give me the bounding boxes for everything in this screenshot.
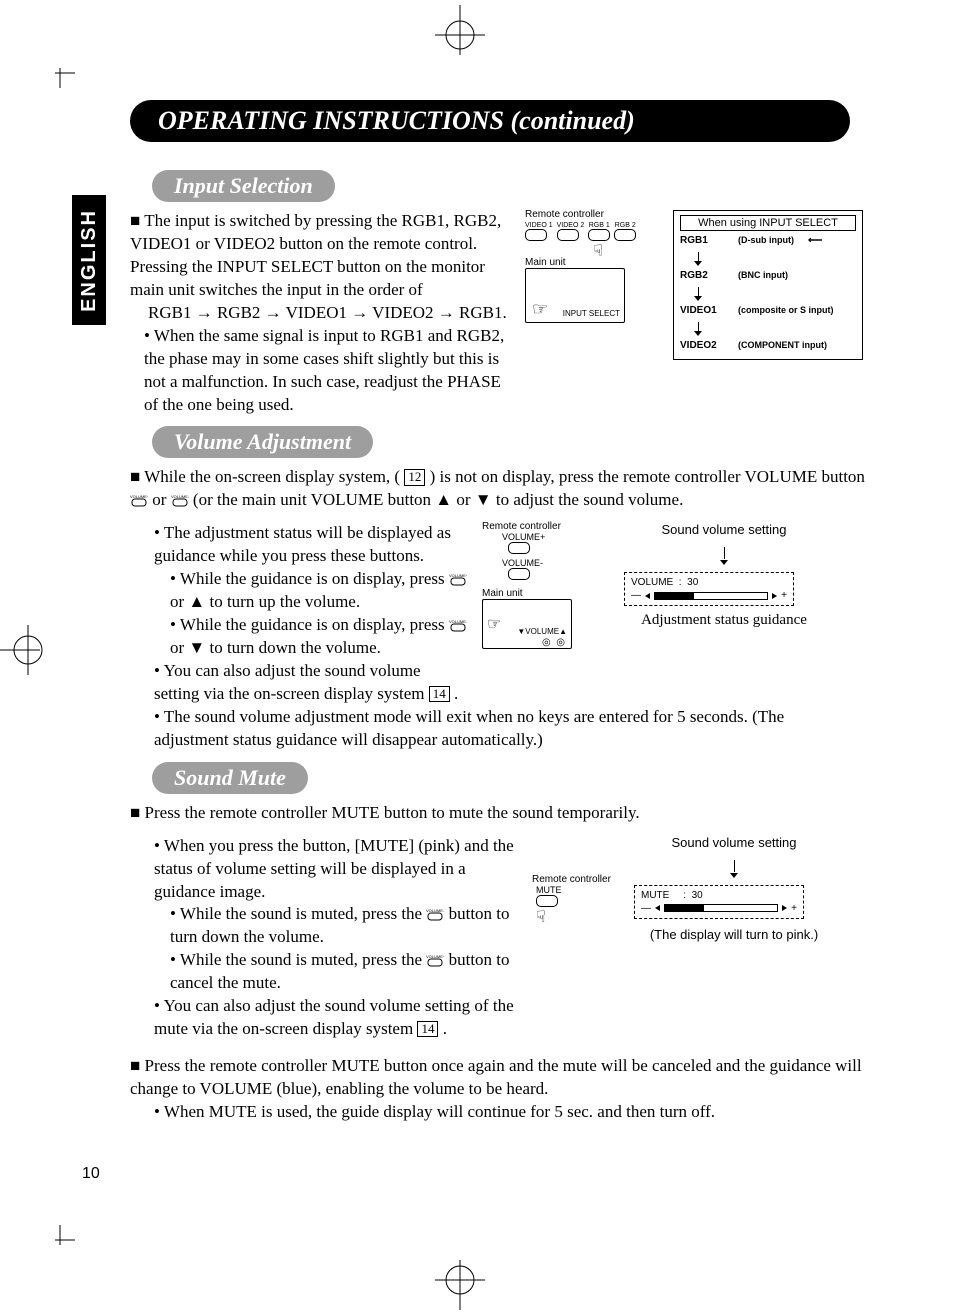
svg-text:VOLUME+: VOLUME+	[130, 494, 148, 499]
svg-text:VOLUME-: VOLUME-	[426, 908, 444, 913]
mute-b3: • When MUTE is used, the guide display w…	[154, 1101, 870, 1124]
vol-b1a: • While the guidance is on display, pres…	[170, 568, 470, 614]
language-tab: ENGLISH	[72, 195, 106, 325]
input-bullet: • When the same signal is input to RGB1 …	[144, 325, 513, 417]
mute-p2: ■ Press the remote controller MUTE butto…	[130, 1055, 870, 1101]
page-number: 10	[82, 1165, 100, 1183]
mute-b2: • You can also adjust the sound volume s…	[154, 995, 520, 1041]
language-label: ENGLISH	[78, 209, 101, 312]
section-heading-mute: Sound Mute	[152, 762, 308, 794]
input-select-table: When using INPUT SELECT RGB1(D-sub input…	[673, 210, 863, 360]
remote-rgb1-button[interactable]	[588, 229, 610, 241]
section-heading-input: Input Selection	[152, 170, 335, 202]
remote-video1-button[interactable]	[525, 229, 547, 241]
hand-pointer-icon: ☟	[536, 909, 546, 926]
remote-volume-plus-button[interactable]	[508, 542, 530, 554]
page-ref-14: 14	[417, 1021, 438, 1037]
page-ref-14: 14	[429, 686, 450, 702]
page-title: OPERATING INSTRUCTIONS (continued)	[130, 100, 850, 142]
volume-minus-icon: VOLUME-	[426, 905, 444, 919]
mute-b1: • When you press the button, [MUTE] (pin…	[154, 835, 520, 904]
page-ref-12: 12	[404, 469, 425, 485]
input-para: ■ The input is switched by pressing the …	[130, 210, 513, 325]
hand-pointer-icon: ☞	[487, 614, 501, 634]
vol-b3: • The sound volume adjustment mode will …	[154, 706, 854, 752]
main-unit-diagram: ☞ INPUT SELECT	[525, 268, 625, 323]
mute-b1a: • While the sound is muted, press the VO…	[170, 903, 520, 949]
volume-remote-diagram: Remote controller VOLUME+ VOLUME- Main u…	[482, 522, 612, 649]
volume-para: ■ While the on-screen display system, ( …	[130, 466, 870, 512]
hand-pointer-icon: ☞	[532, 299, 548, 320]
vol-b2: • You can also adjust the sound volume s…	[154, 660, 470, 706]
mute-remote-diagram: Remote controller MUTE ☟	[532, 875, 622, 927]
volume-guidance-diagram: Sound volume setting VOLUME : 30 — + Adj…	[624, 522, 824, 629]
svg-text:VOLUME+: VOLUME+	[426, 954, 444, 959]
vol-b1: • The adjustment status will be displaye…	[154, 522, 470, 568]
remote-volume-minus-button[interactable]	[508, 568, 530, 580]
vol-b1b: • While the guidance is on display, pres…	[170, 614, 470, 660]
remote-video2-button[interactable]	[557, 229, 579, 241]
mute-b1b: • While the sound is muted, press the VO…	[170, 949, 520, 995]
section-heading-volume: Volume Adjustment	[152, 426, 373, 458]
svg-text:VOLUME+: VOLUME+	[449, 573, 467, 578]
volume-plus-icon: VOLUME+	[449, 570, 467, 584]
mute-guidance-diagram: Sound volume setting MUTE : 30 — + (The …	[634, 835, 834, 942]
volume-plus-icon: VOLUME+	[130, 491, 148, 505]
svg-text:VOLUME-: VOLUME-	[171, 494, 189, 499]
volume-minus-icon: VOLUME-	[171, 491, 189, 505]
volume-minus-icon: VOLUME-	[449, 616, 467, 630]
main-unit-diagram: ☞ ▼VOLUME▲ ◎ ◎	[482, 599, 572, 649]
mute-p1: ■ Press the remote controller MUTE butto…	[130, 802, 870, 825]
svg-text:VOLUME-: VOLUME-	[449, 619, 467, 624]
remote-mute-button[interactable]	[536, 895, 558, 907]
hand-pointer-icon: ☟	[593, 241, 603, 261]
remote-rgb2-button[interactable]	[614, 229, 636, 241]
input-diagram: Remote controller VIDEO 1 VIDEO 2 RGB 1	[525, 210, 870, 360]
volume-plus-icon: VOLUME+	[426, 951, 444, 965]
